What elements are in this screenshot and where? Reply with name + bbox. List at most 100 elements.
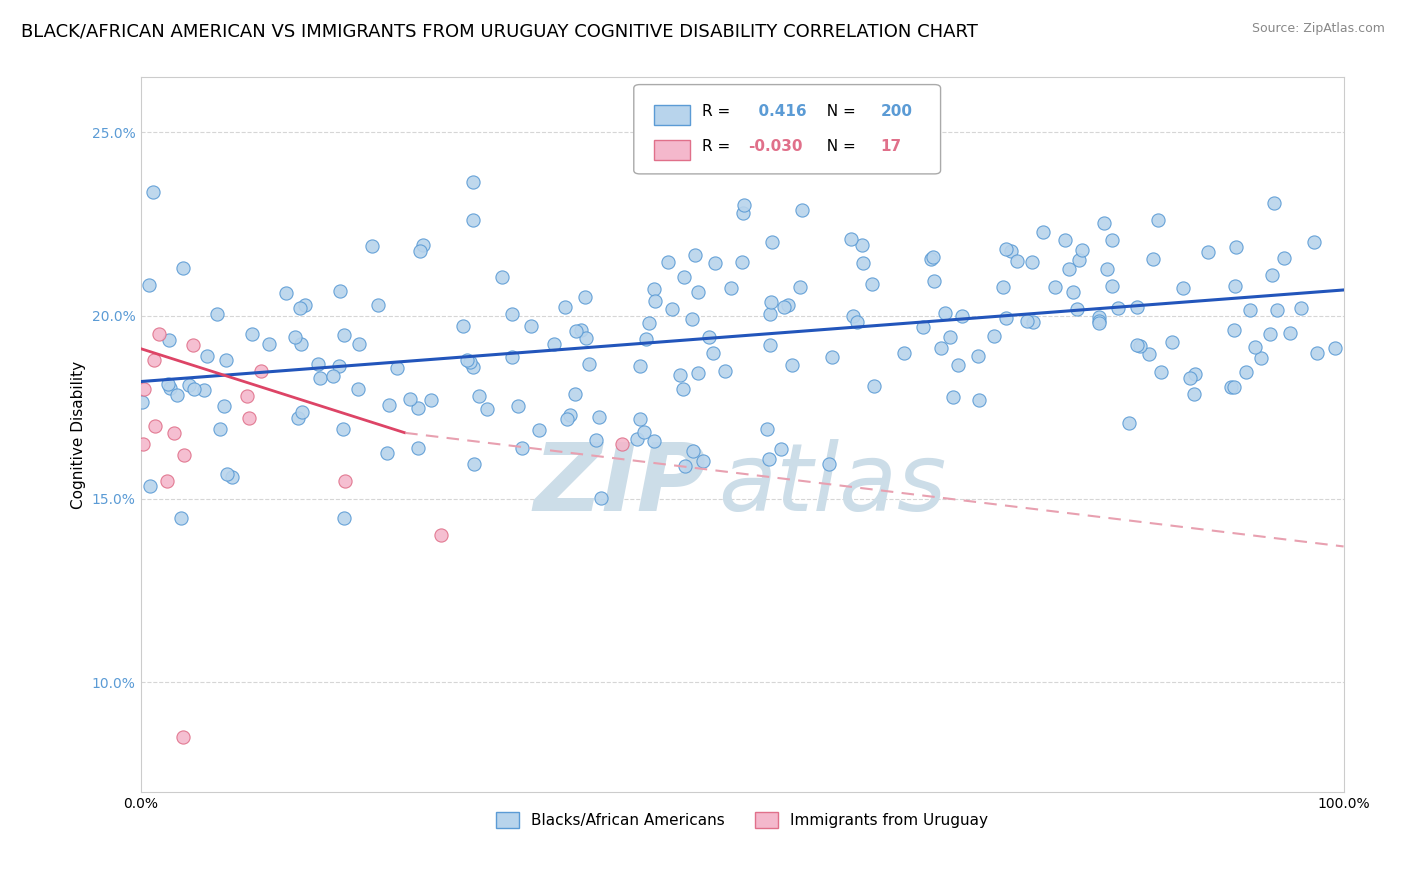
Point bbox=[288, 301, 311, 315]
Point bbox=[554, 300, 576, 314]
Point bbox=[181, 338, 204, 352]
Point bbox=[922, 274, 945, 288]
Point bbox=[215, 352, 238, 367]
Point bbox=[1182, 386, 1205, 401]
Point bbox=[1263, 196, 1285, 211]
Point bbox=[555, 412, 578, 426]
Point bbox=[1220, 380, 1243, 394]
Point bbox=[468, 388, 491, 402]
Point bbox=[328, 359, 350, 373]
Point bbox=[287, 411, 309, 425]
Point bbox=[1092, 216, 1115, 230]
Point bbox=[929, 342, 952, 356]
FancyBboxPatch shape bbox=[654, 104, 690, 125]
Point bbox=[682, 443, 704, 458]
Point bbox=[1045, 280, 1067, 294]
Point bbox=[893, 345, 915, 359]
Point bbox=[1234, 365, 1257, 379]
Point bbox=[1180, 371, 1202, 385]
Point bbox=[967, 349, 990, 363]
Point bbox=[636, 332, 658, 346]
Point bbox=[238, 411, 260, 425]
Point bbox=[132, 382, 155, 396]
Point bbox=[1067, 253, 1090, 268]
Point bbox=[221, 470, 243, 484]
Point bbox=[578, 358, 600, 372]
Y-axis label: Cognitive Disability: Cognitive Disability bbox=[72, 360, 86, 508]
Point bbox=[309, 370, 332, 384]
Point bbox=[643, 434, 665, 449]
Point bbox=[387, 361, 409, 376]
Point bbox=[463, 458, 485, 472]
Point bbox=[610, 437, 633, 451]
Point bbox=[920, 252, 942, 267]
Point bbox=[941, 390, 963, 404]
Point bbox=[1000, 244, 1022, 258]
Point bbox=[1066, 301, 1088, 316]
Point bbox=[236, 389, 259, 403]
Point bbox=[1302, 235, 1324, 249]
Point bbox=[1022, 315, 1045, 329]
Point bbox=[643, 282, 665, 296]
Point bbox=[172, 260, 194, 275]
Point bbox=[461, 213, 484, 227]
Point bbox=[1137, 347, 1160, 361]
Point bbox=[789, 280, 811, 294]
Point bbox=[994, 310, 1017, 325]
Point bbox=[1261, 268, 1284, 282]
Point bbox=[950, 310, 973, 324]
Point bbox=[543, 336, 565, 351]
Point bbox=[564, 325, 586, 339]
Point bbox=[1225, 240, 1247, 254]
Point bbox=[846, 315, 869, 329]
Point bbox=[994, 242, 1017, 256]
Point bbox=[673, 459, 696, 474]
Point bbox=[159, 381, 181, 395]
Point bbox=[420, 392, 443, 407]
Point bbox=[1118, 416, 1140, 430]
Point bbox=[852, 256, 875, 270]
Point bbox=[585, 434, 607, 448]
Point bbox=[1250, 351, 1272, 366]
Point bbox=[510, 441, 533, 455]
Point bbox=[1062, 285, 1084, 299]
Point bbox=[274, 286, 297, 301]
Point bbox=[377, 398, 399, 412]
Point bbox=[761, 295, 783, 310]
Point bbox=[290, 337, 312, 351]
Point bbox=[1088, 316, 1111, 330]
Text: 17: 17 bbox=[880, 139, 901, 154]
Point bbox=[1306, 346, 1329, 360]
Point bbox=[1244, 340, 1267, 354]
Point bbox=[668, 368, 690, 383]
Point bbox=[399, 392, 422, 406]
Point bbox=[703, 256, 725, 270]
Point bbox=[208, 422, 231, 436]
Point bbox=[166, 387, 188, 401]
Point bbox=[1129, 339, 1152, 353]
Point bbox=[758, 338, 780, 352]
Point bbox=[626, 432, 648, 446]
Point bbox=[759, 307, 782, 321]
Point bbox=[173, 448, 195, 462]
Text: N =: N = bbox=[817, 139, 865, 154]
Point bbox=[938, 330, 960, 344]
Point bbox=[294, 298, 316, 312]
Point bbox=[628, 411, 651, 425]
Point bbox=[1097, 262, 1119, 277]
Point bbox=[686, 366, 709, 380]
Point bbox=[1070, 244, 1092, 258]
Point bbox=[697, 330, 720, 344]
Point bbox=[1101, 233, 1123, 247]
Point bbox=[644, 293, 666, 308]
FancyBboxPatch shape bbox=[634, 85, 941, 174]
Point bbox=[249, 363, 271, 377]
Point bbox=[307, 357, 329, 371]
Point bbox=[142, 352, 165, 367]
FancyBboxPatch shape bbox=[654, 140, 690, 160]
Point bbox=[860, 277, 883, 291]
Point bbox=[460, 355, 482, 369]
Point bbox=[477, 402, 499, 417]
Point bbox=[346, 382, 368, 396]
Legend: Blacks/African Americans, Immigrants from Uruguay: Blacks/African Americans, Immigrants fro… bbox=[489, 806, 994, 834]
